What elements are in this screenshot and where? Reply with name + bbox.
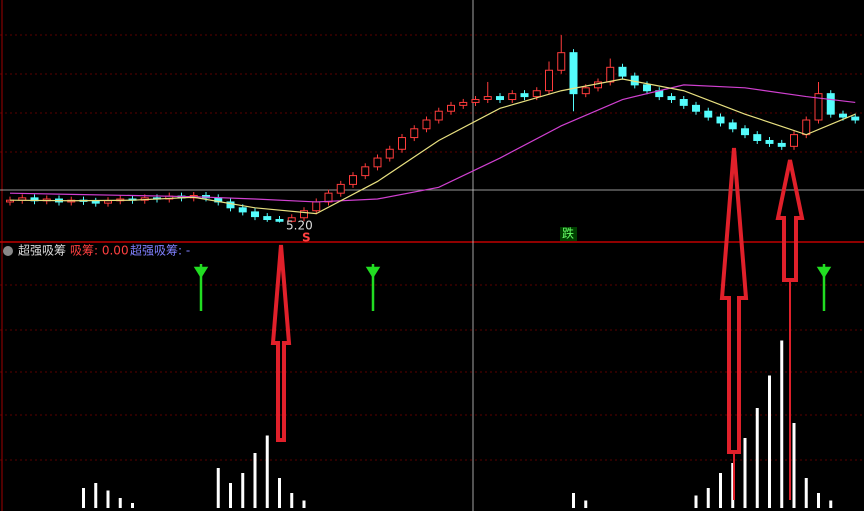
green-arrows xyxy=(193,264,832,311)
candle-body xyxy=(606,66,615,83)
indicator-bar xyxy=(82,488,85,508)
candle-body xyxy=(251,211,259,218)
red-stems xyxy=(733,280,791,500)
indicator-bar xyxy=(118,498,122,508)
candle-body xyxy=(287,217,296,222)
candle-body xyxy=(532,90,541,98)
candle-body xyxy=(238,207,247,213)
candle-body xyxy=(716,116,725,124)
candle-body xyxy=(765,139,774,144)
low-price-label: 5.20 xyxy=(286,219,313,233)
indicator-bar xyxy=(106,490,110,508)
indicator-bar xyxy=(241,473,245,508)
indicator-bar xyxy=(94,483,98,508)
candle-body xyxy=(312,201,321,212)
indicator-bar xyxy=(278,478,281,508)
signal-box xyxy=(560,227,577,241)
indicator-bar xyxy=(229,483,232,508)
indicator-bar xyxy=(253,453,257,508)
candle-body xyxy=(839,113,847,118)
candle-body xyxy=(398,137,406,150)
candle-body xyxy=(410,128,419,139)
candle-body xyxy=(336,183,345,194)
indicator-bar xyxy=(792,423,796,508)
indicator-bar xyxy=(290,493,294,508)
candle-body xyxy=(777,142,786,147)
red-arrows xyxy=(270,147,805,454)
indicator-bar xyxy=(817,493,820,508)
moving-average xyxy=(9,78,856,215)
candle-body xyxy=(741,128,749,136)
indicator-bar xyxy=(584,500,588,508)
candle-body xyxy=(728,122,737,130)
price-panel xyxy=(6,35,860,223)
collapse-icon[interactable] xyxy=(3,246,13,256)
candle-body xyxy=(434,110,443,121)
indicator-item: 超强吸筹: - xyxy=(130,243,190,258)
indicator-bar xyxy=(694,495,698,508)
candle-body xyxy=(373,157,382,168)
candle-body xyxy=(422,119,431,130)
candle-body xyxy=(447,104,455,112)
indicator-bar xyxy=(265,435,269,508)
moving-average xyxy=(9,84,856,203)
candle-body xyxy=(226,201,235,209)
candle-body xyxy=(802,119,811,136)
candle-body xyxy=(361,166,370,177)
indicator-bar xyxy=(302,500,306,508)
indicator-bar xyxy=(780,340,784,508)
candle-body xyxy=(300,210,308,219)
indicator-panel xyxy=(82,340,833,508)
candle-body xyxy=(545,69,553,92)
candle-body xyxy=(704,110,713,118)
indicator-bar xyxy=(829,500,833,508)
candle-body xyxy=(275,219,284,222)
candle-body xyxy=(851,116,860,121)
indicator-bar xyxy=(719,473,722,508)
indicator-bar xyxy=(216,468,220,508)
candle-body xyxy=(508,93,517,101)
candle-body xyxy=(814,93,823,121)
candle-body xyxy=(569,52,578,95)
signal-label: 跌 xyxy=(562,226,574,241)
candle-body xyxy=(483,96,492,101)
candle-body xyxy=(618,66,627,77)
candle-body xyxy=(790,134,798,147)
candle-body xyxy=(557,52,566,71)
candle-body xyxy=(91,200,100,204)
candle-body xyxy=(263,216,272,221)
indicator-item: 吸筹: 0.00 xyxy=(70,244,129,258)
candle-body xyxy=(581,87,590,95)
indicator-bar xyxy=(706,488,710,508)
candle-body xyxy=(459,101,468,106)
indicator-bar xyxy=(131,503,134,508)
indicator-bar xyxy=(768,375,771,508)
candle-body xyxy=(643,84,651,92)
candle-body xyxy=(679,99,688,106)
candle-body xyxy=(385,148,394,159)
indicator-bar xyxy=(755,408,759,508)
candle-body xyxy=(349,175,357,185)
indicator-bar xyxy=(804,478,808,508)
grid xyxy=(0,34,864,461)
candle-body xyxy=(496,96,504,101)
candle-body xyxy=(520,93,529,98)
candle-body xyxy=(471,99,480,103)
candle-body xyxy=(104,200,112,204)
candle-body xyxy=(324,192,333,203)
indicator-bar xyxy=(731,463,735,508)
indicator-bar xyxy=(743,438,747,508)
candle-body xyxy=(692,104,700,112)
indicator-name: 超强吸筹 xyxy=(18,243,66,258)
signal-label: S xyxy=(302,231,311,245)
candle-body xyxy=(753,134,762,141)
indicator-bar xyxy=(572,493,575,508)
candle-body xyxy=(667,96,676,101)
candle-body xyxy=(826,93,835,115)
